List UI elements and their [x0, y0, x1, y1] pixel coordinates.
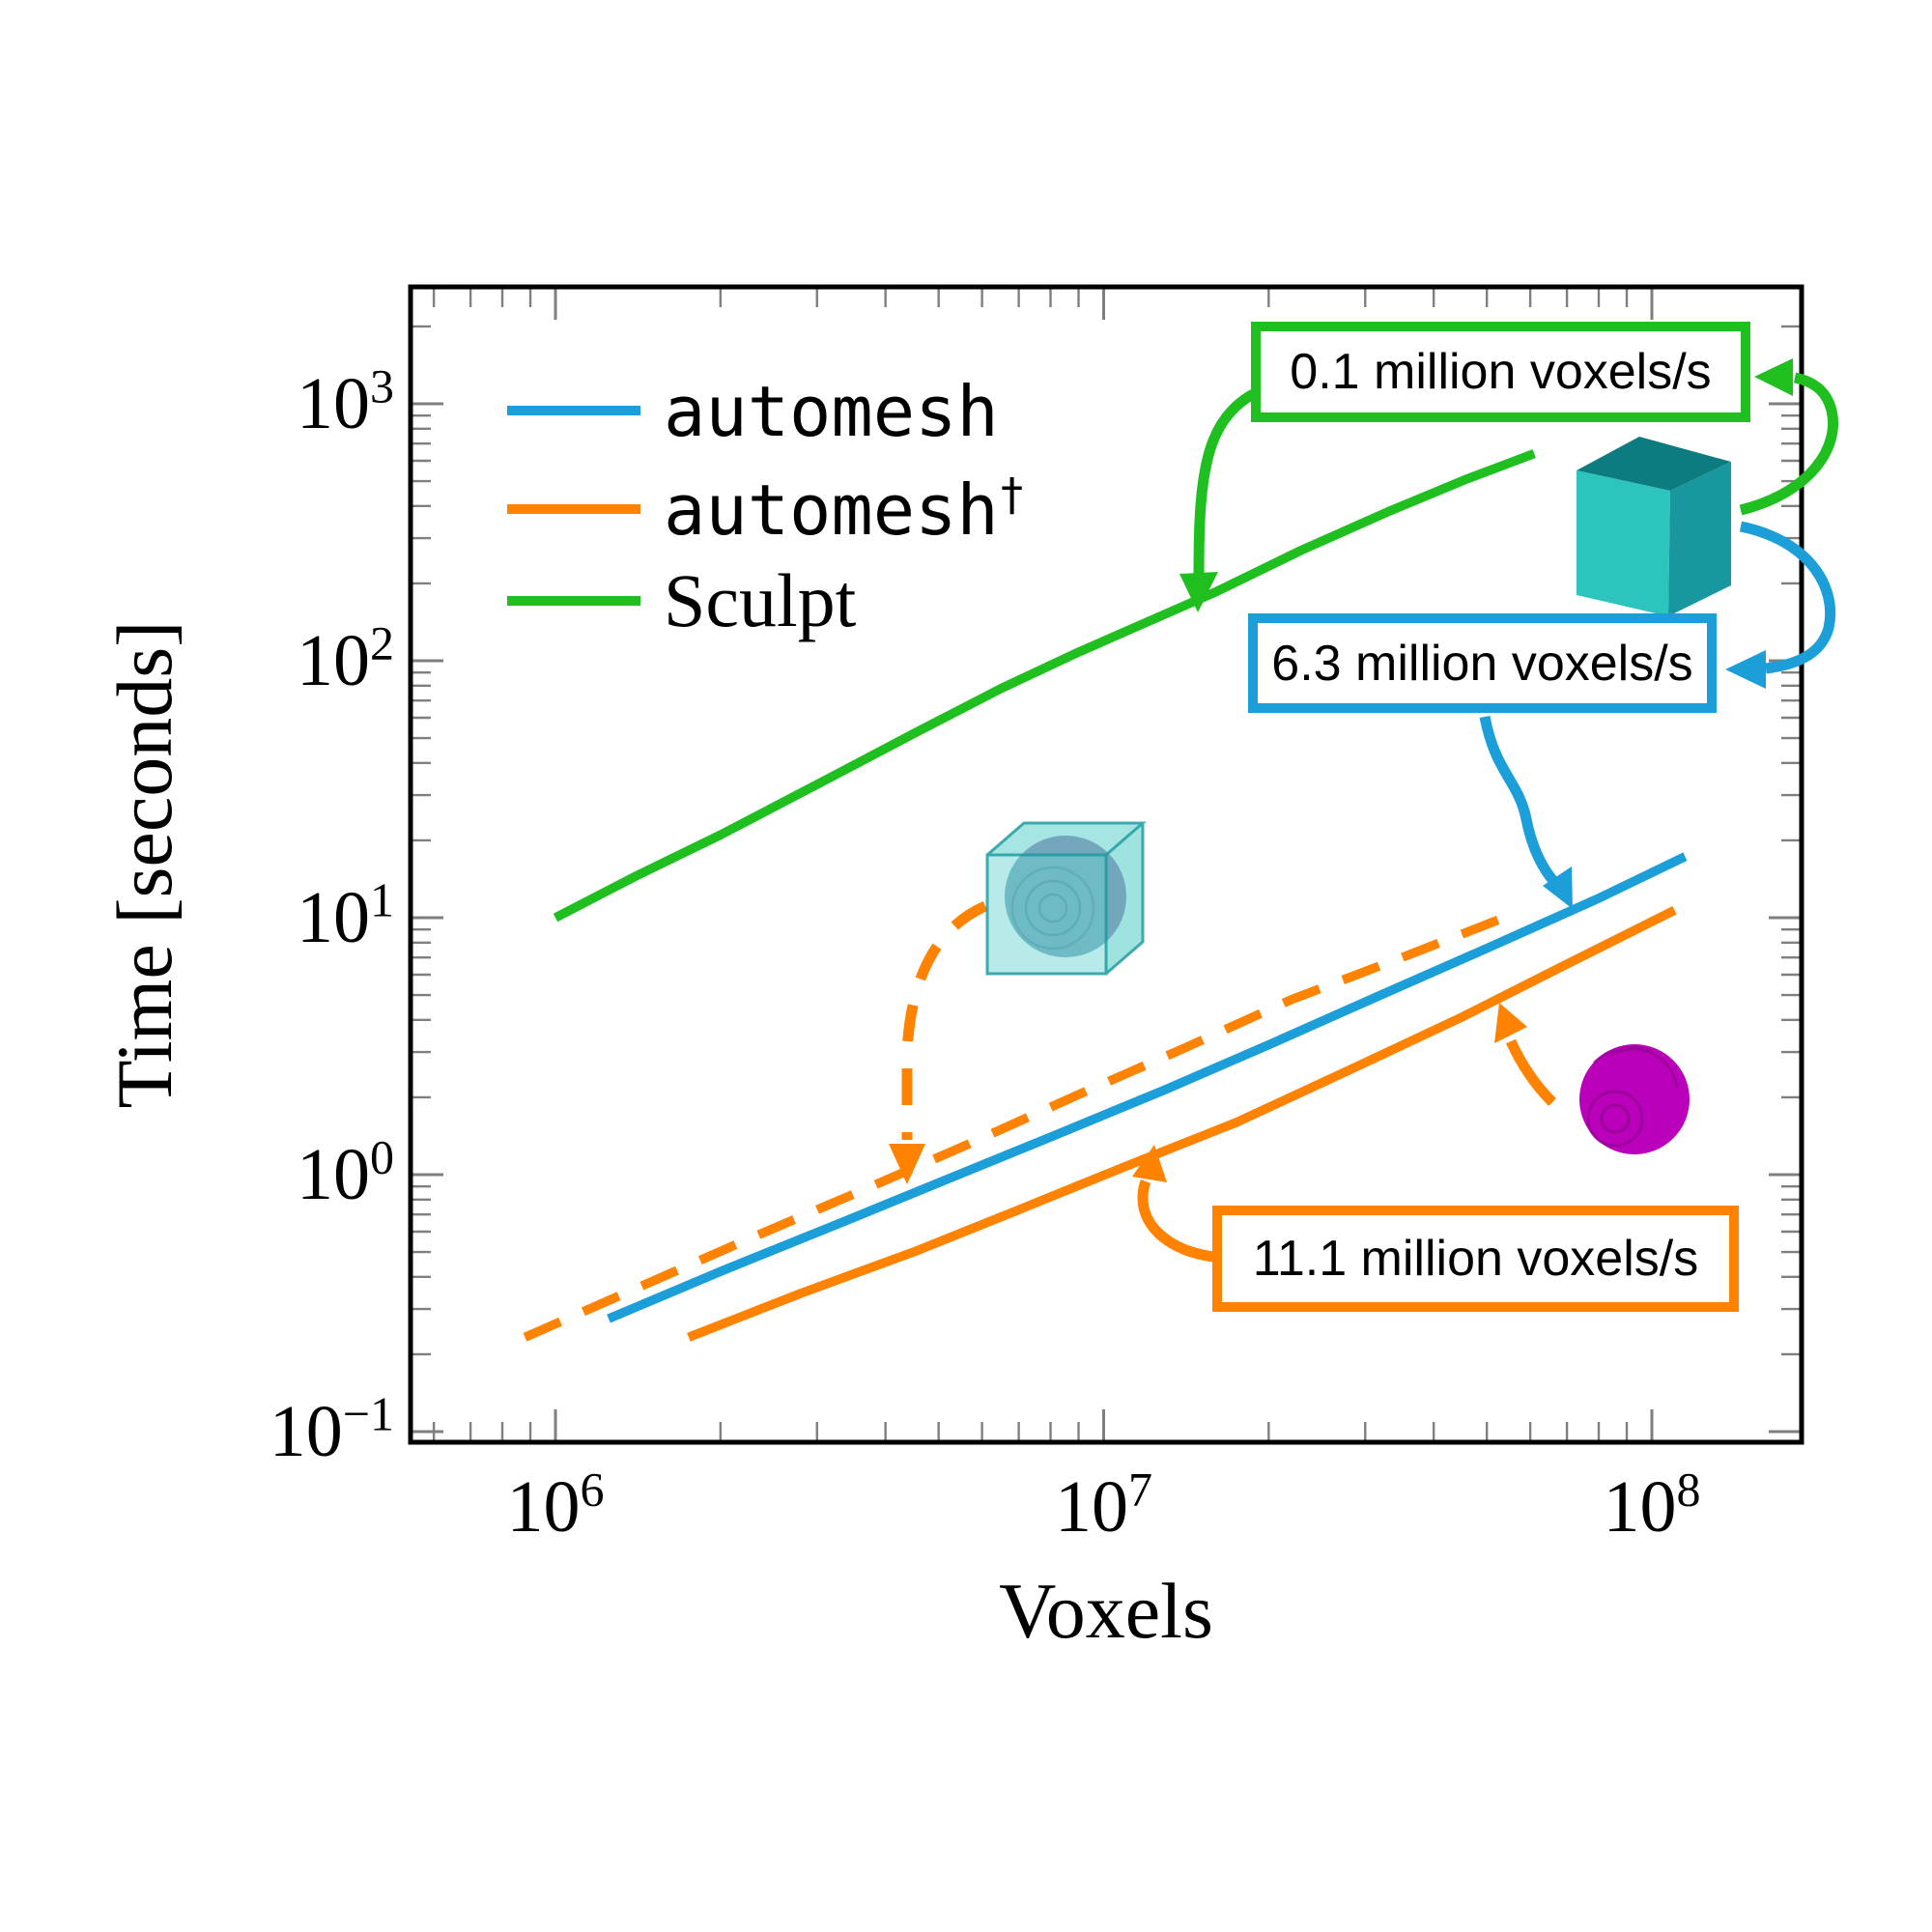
blue-arrow-cube-to-box	[1725, 521, 1836, 689]
data-series	[523, 449, 1688, 1342]
series-line-automesh-sphere-within-cube-	[523, 909, 1516, 1342]
legend-label-sculpt: Sculpt	[664, 558, 857, 642]
x-tick-label-1e7: 107	[1055, 1462, 1152, 1548]
axis-ticks	[411, 287, 1802, 1442]
green-arrow-to-sculpt-line	[1179, 389, 1256, 612]
x-axis-label: Voxels	[999, 1567, 1213, 1655]
legend-sup-dagger: †	[998, 468, 1026, 521]
sphere-within-cube-icon	[985, 821, 1148, 976]
orange-arrow-box-to-line	[1132, 1145, 1214, 1263]
automesh-dagger-rate-text: 11.1 million voxels/s	[1252, 1231, 1699, 1287]
legend-label-automesh-dagger: automesh	[664, 469, 999, 551]
automesh-dagger-line-swatch	[507, 504, 640, 514]
sculpt-rate-annotation-box: 0.1 million voxels/s	[1251, 322, 1750, 422]
sculpt-line-swatch	[507, 596, 640, 606]
y-tick-label-1e2: 102	[297, 615, 394, 701]
magenta-voxel-sphere-icon	[1579, 1044, 1690, 1154]
legend-label-automesh: automesh	[664, 370, 999, 452]
plot-frame	[408, 284, 1804, 1445]
y-tick-label-1e3: 103	[297, 358, 394, 444]
dashed-orange-arrow-icon-to-line	[889, 900, 988, 1184]
x-tick-label-1e6: 106	[506, 1462, 605, 1548]
y-tick-label-1e0: 100	[297, 1129, 394, 1215]
blue-arrow-box-to-line	[1479, 715, 1573, 909]
legend-item-sculpt: Sculpt	[507, 558, 857, 642]
x-tick-label-1e8: 108	[1603, 1462, 1701, 1548]
legend-item-automesh: automesh	[507, 369, 999, 452]
orange-arrow-sphere-to-line	[1494, 1003, 1556, 1106]
automesh-line-swatch	[507, 406, 640, 415]
automesh-dagger-rate-annotation-box: 11.1 million voxels/s	[1212, 1206, 1739, 1312]
y-tick-label-1e1: 101	[297, 872, 394, 958]
series-line-sculpt	[553, 449, 1536, 923]
sculpt-rate-text: 0.1 million voxels/s	[1290, 344, 1712, 400]
automesh-rate-text: 6.3 million voxels/s	[1271, 635, 1693, 692]
y-tick-label-1e−1: 10−1	[269, 1386, 394, 1472]
teal-voxel-cube-icon	[1577, 437, 1731, 616]
legend-item-automesh-dagger: automesh†	[507, 468, 1025, 551]
series-line-automesh-	[687, 905, 1677, 1342]
series-line-automesh	[607, 852, 1688, 1323]
green-arrow-cube-to-box	[1739, 358, 1838, 516]
automesh-rate-annotation-box: 6.3 million voxels/s	[1248, 613, 1717, 713]
